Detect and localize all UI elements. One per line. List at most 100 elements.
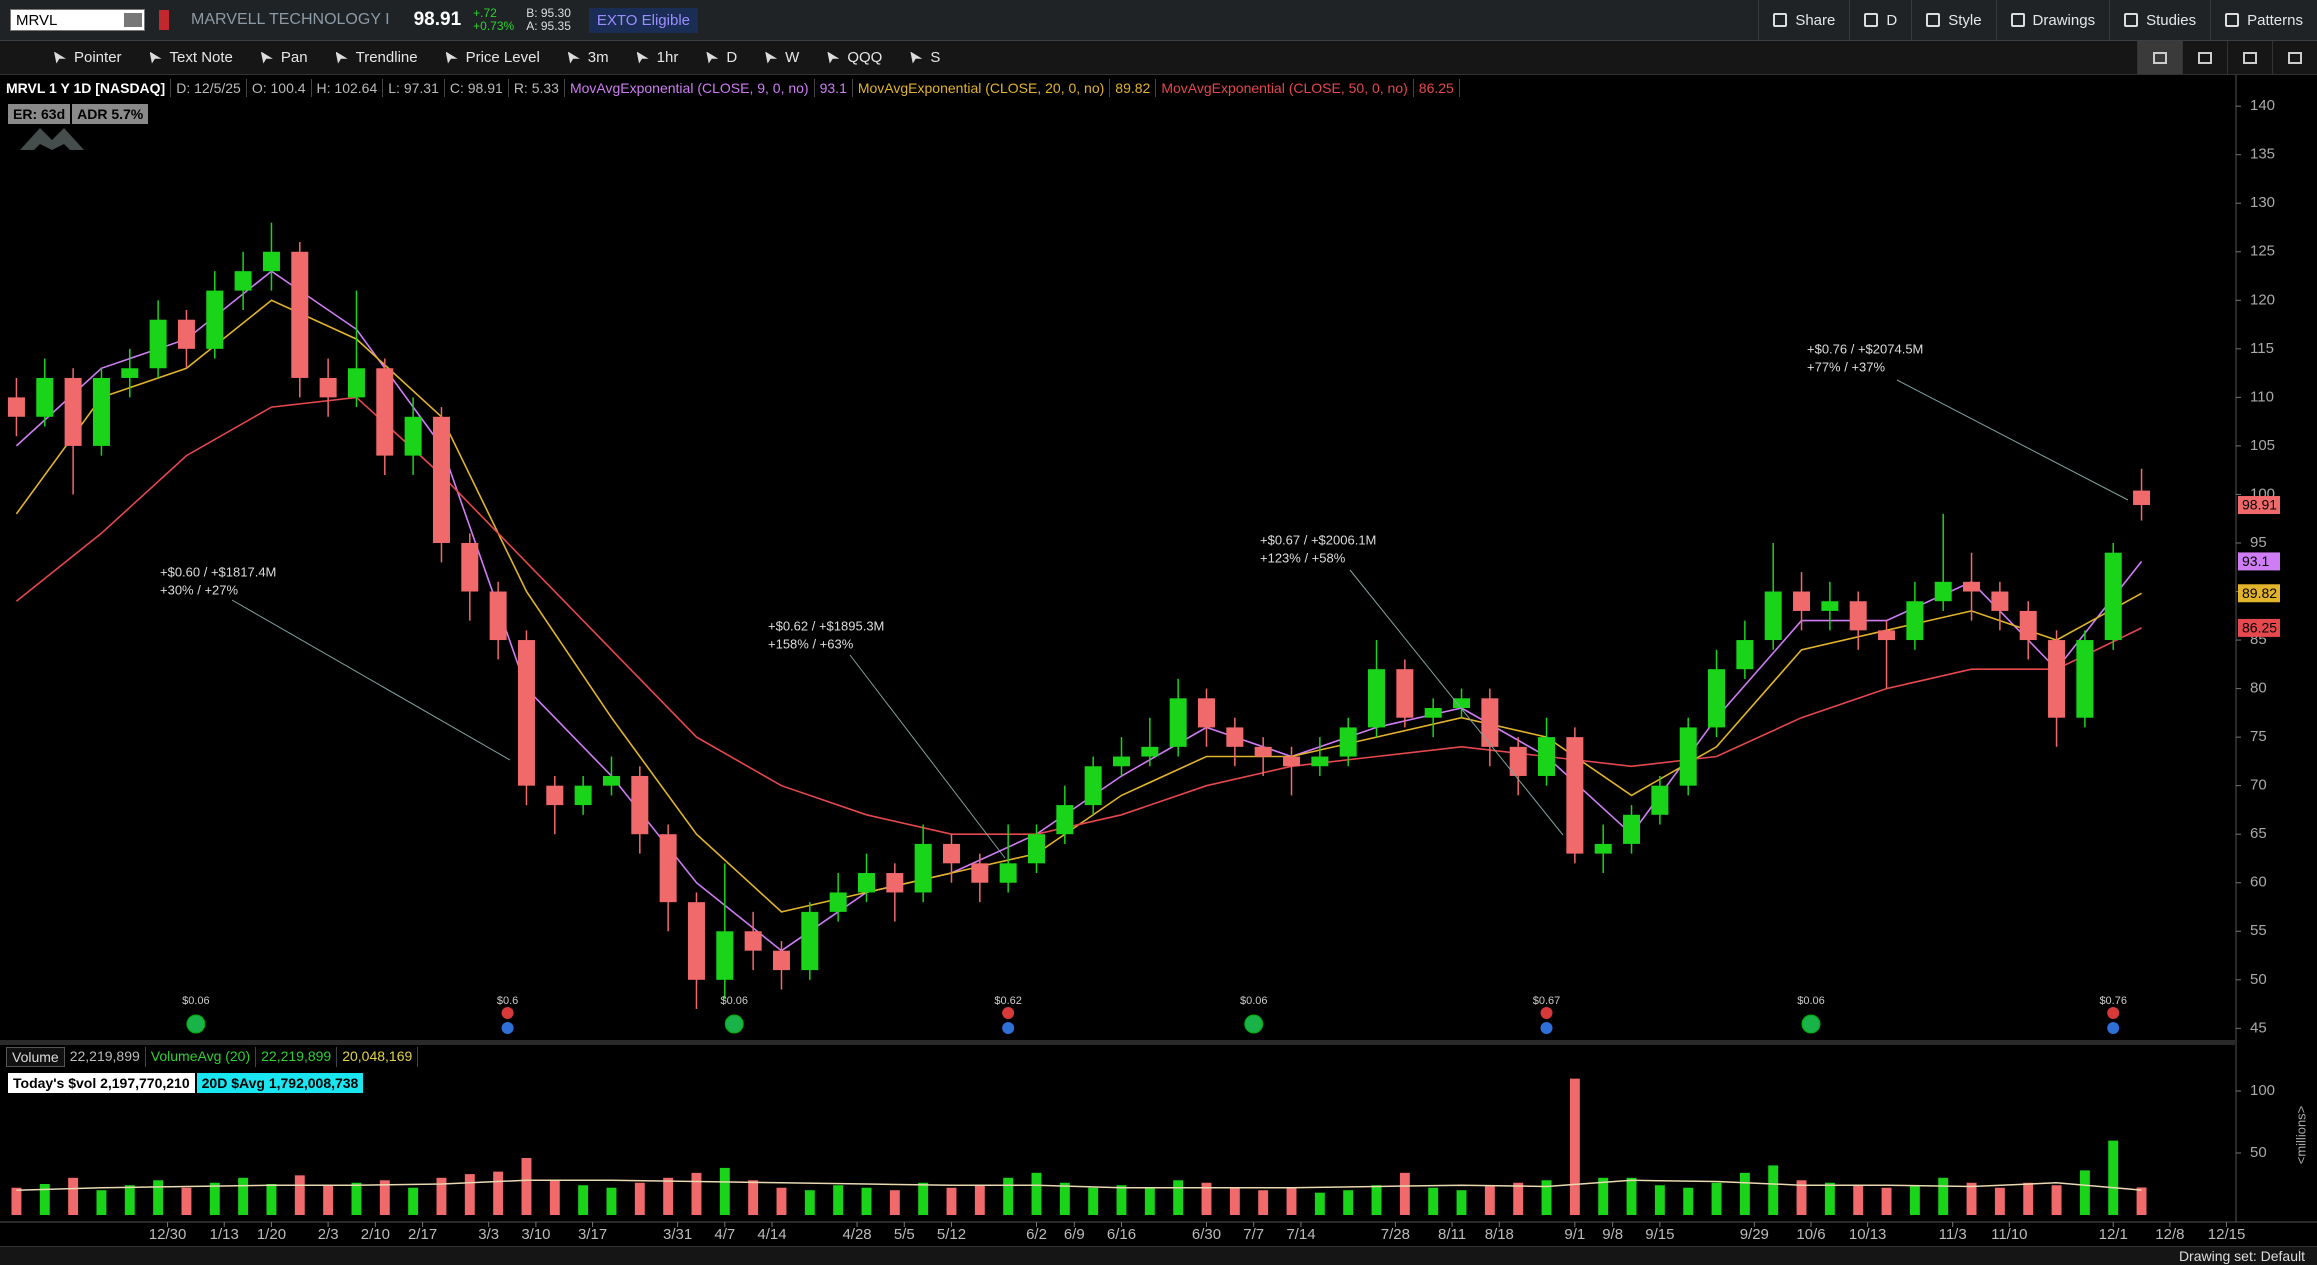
x-tick-label: 9/8 <box>1602 1226 1623 1243</box>
annotation-line <box>1349 569 1564 836</box>
volume-bar <box>1768 1165 1779 1215</box>
icon <box>335 51 348 64</box>
tool-label: D <box>726 49 738 66</box>
candle-body <box>1849 601 1867 631</box>
event-label: $0.6 <box>497 995 518 1007</box>
x-tick-label: 7/28 <box>1381 1226 1410 1243</box>
price-tag <box>2238 618 2280 637</box>
candle-body <box>1368 669 1386 728</box>
settings[interactable] <box>2272 41 2317 74</box>
icon <box>2243 51 2257 64</box>
price-tag-label: 98.91 <box>2242 497 2277 513</box>
bid: B: 95.30 <box>526 6 571 20</box>
avg-dollar-volume: 20D $Avg 1,792,008,738 <box>196 1073 364 1093</box>
candle-body <box>7 397 25 417</box>
tool-button[interactable]: W <box>751 49 813 66</box>
price-tag-label: 93.1 <box>2242 553 2269 569</box>
candle-body <box>234 271 252 291</box>
y-tick-label: 60 <box>2250 874 2267 891</box>
drawing-set[interactable]: Drawing set: Default <box>2178 1248 2305 1264</box>
volume-bar <box>266 1184 277 1215</box>
info-field: H: 102.64 <box>312 79 384 97</box>
volume-bar <box>351 1182 362 1215</box>
button-label: D <box>1886 11 1898 29</box>
tool-button[interactable]: Trendline <box>322 49 432 66</box>
x-tick-label: 8/18 <box>1485 1226 1514 1243</box>
layout-single[interactable] <box>2137 41 2182 74</box>
volume-bar <box>181 1187 192 1215</box>
x-tick-label: 4/7 <box>714 1226 735 1243</box>
volume-bar <box>379 1180 390 1215</box>
info-field: C: 98.91 <box>445 79 509 97</box>
candle-body <box>2019 610 2037 641</box>
event-label: $0.62 <box>994 995 1022 1007</box>
x-tick-label: 6/16 <box>1107 1226 1136 1243</box>
volume-stats: Today's $vol 2,197,770,210 20D $Avg 1,79… <box>8 1073 365 1093</box>
dividend-marker <box>724 1014 744 1034</box>
toolbar-button[interactable]: D <box>1849 0 1911 40</box>
annotation-text: +$0.76 / +$2074.5M <box>1807 341 1923 356</box>
candle-body <box>1084 766 1102 806</box>
pin-button[interactable] <box>0 41 40 74</box>
candle-body <box>829 892 847 912</box>
candle-body <box>262 251 280 272</box>
tool-button[interactable]: QQQ <box>813 49 896 66</box>
volume-bar <box>464 1174 475 1215</box>
layout-all[interactable] <box>2227 41 2272 74</box>
candle-body <box>1283 756 1301 767</box>
tool-button[interactable]: D <box>692 49 751 66</box>
tool-label: Pan <box>280 49 308 66</box>
volume-bar <box>1994 1187 2005 1215</box>
y-tick-label: 65 <box>2250 825 2267 842</box>
volume-bar <box>96 1190 107 1215</box>
tool-button[interactable]: S <box>896 49 954 66</box>
volume-bar <box>833 1185 844 1215</box>
tool-button[interactable]: Pan <box>247 49 322 66</box>
candle-body <box>744 931 762 951</box>
volume-bar <box>1796 1180 1807 1215</box>
annotation-text: +$0.62 / +$1895.3M <box>768 618 884 633</box>
toolbar-button[interactable]: Patterns <box>2210 0 2317 40</box>
volume-bar <box>2079 1170 2090 1215</box>
tool-button[interactable]: 1hr <box>623 49 693 66</box>
annotation-text: +$0.60 / +$1817.4M <box>160 564 276 579</box>
layout-grid[interactable] <box>2182 41 2227 74</box>
candle-body <box>1708 669 1726 728</box>
earnings-marker <box>501 1022 514 1034</box>
icon <box>567 51 580 64</box>
y-tick-label: 80 <box>2250 680 2267 697</box>
candle-body <box>1821 601 1839 611</box>
tool-button[interactable]: 3m <box>554 49 623 66</box>
volume-bar <box>1173 1180 1184 1215</box>
candle-body <box>206 290 224 349</box>
candle-body <box>1679 727 1697 786</box>
tool-label: Trendline <box>355 49 418 66</box>
y-tick-label: 130 <box>2250 194 2275 211</box>
toolbar-button[interactable]: Studies <box>2109 0 2210 40</box>
y-tick-label: 50 <box>2250 971 2267 988</box>
logo <box>20 128 84 150</box>
tool-button[interactable]: Text Note <box>136 49 247 66</box>
candle-body <box>2133 490 2151 506</box>
earnings-marker <box>1002 1007 1015 1019</box>
volume-bar <box>436 1177 447 1215</box>
volume-avg-value: 22,219,899 <box>256 1047 338 1067</box>
today-dollar-volume: Today's $vol 2,197,770,210 <box>8 1073 195 1093</box>
candle-body <box>319 377 337 398</box>
tool-button[interactable]: Price Level <box>432 49 554 66</box>
symbol-input[interactable]: MRVL <box>10 9 145 31</box>
candle-body <box>942 843 960 864</box>
volume-bar <box>408 1187 419 1215</box>
toolbar-button[interactable]: Share <box>1758 0 1849 40</box>
toolbar-button[interactable]: Style <box>1911 0 1995 40</box>
x-tick-label: 12/8 <box>2155 1226 2184 1243</box>
company-name: MARVELL TECHNOLOGY I <box>191 11 390 28</box>
y-tick-label: 50 <box>2250 1144 2267 1161</box>
candle-body <box>1453 698 1471 709</box>
tool-button[interactable]: Pointer <box>40 49 136 66</box>
toolbar-button[interactable]: Drawings <box>1995 0 2110 40</box>
volume-avg-line <box>16 1179 2142 1191</box>
dividend-marker <box>1801 1014 1821 1034</box>
event-label: $0.06 <box>1797 995 1825 1007</box>
candle-body <box>1509 746 1527 776</box>
